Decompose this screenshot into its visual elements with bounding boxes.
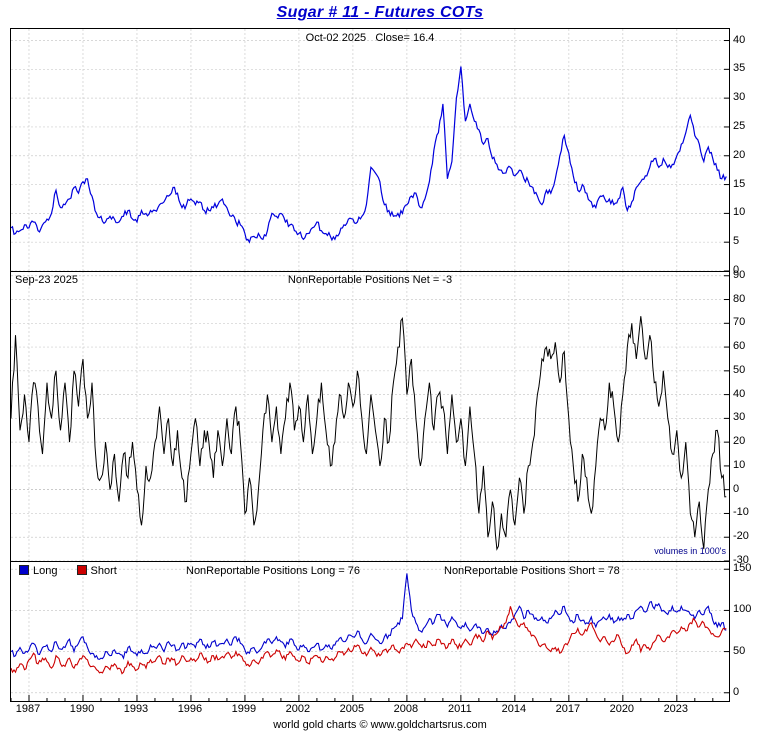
x-tick-label: 2011: [448, 703, 472, 715]
y-tick-label: -30: [733, 554, 749, 566]
y-tick-label: 70: [733, 316, 746, 329]
y-tick-label: -20: [733, 530, 749, 543]
y-tick-label: 20: [733, 148, 746, 161]
y-tick-label: 10: [733, 458, 746, 471]
y-tick-label: 10: [733, 206, 746, 219]
volumes-note: volumes in 1000's: [654, 546, 726, 556]
x-tick-label: 1999: [231, 703, 257, 715]
x-tick-label: 2023: [663, 703, 689, 715]
x-tick-label: 2014: [501, 703, 527, 715]
panel-divider: [11, 561, 729, 562]
y-tick-label: 35: [733, 62, 746, 75]
long-swatch-icon: [19, 565, 29, 575]
short-annotation: NonReportable Positions Short = 78: [444, 565, 620, 577]
y-tick-label: 40: [733, 33, 746, 46]
y-tick-label: 150: [733, 562, 752, 575]
net-annotation: NonReportable Positions Net = -3: [287, 274, 453, 286]
y-tick-label: 60: [733, 340, 746, 353]
y-tick-label: 15: [733, 177, 746, 190]
x-tick-label: 2005: [339, 703, 365, 715]
plot-container: Oct-02 2025 Close= 16.4 Sep-23 2025 NonR…: [10, 28, 730, 702]
legend-label-long: Long: [33, 565, 58, 577]
short-swatch-icon: [76, 565, 87, 575]
y-tick-label: -10: [733, 506, 749, 519]
price-annotation: Oct-02 2025 Close= 16.4: [305, 32, 435, 44]
y-tick-label: 50: [733, 644, 746, 657]
y-tick-label: 20: [733, 435, 746, 448]
long-annotation: NonReportable Positions Long = 76: [186, 565, 360, 577]
y-tick-label: 5: [733, 235, 740, 248]
y-tick-label: 30: [733, 411, 746, 424]
y-tick-label: 0: [733, 685, 740, 698]
x-tick-label: 2020: [609, 703, 635, 715]
x-tick-label: 1990: [69, 703, 95, 715]
net-positions-chart: [11, 271, 729, 561]
panel-divider: [11, 271, 729, 272]
y-tick-label: 30: [733, 91, 746, 104]
x-tick-label: 2017: [555, 703, 581, 715]
legend-item-long: Long: [19, 565, 57, 577]
net-date-annotation: Sep-23 2025: [15, 274, 78, 286]
x-tick-label: 1987: [15, 703, 41, 715]
y-tick-label: 40: [733, 387, 746, 400]
y-tick-label: 25: [733, 119, 746, 132]
y-tick-label: 50: [733, 363, 746, 376]
x-tick-label: 1996: [177, 703, 203, 715]
y-tick-label: 0: [733, 264, 740, 276]
long-short-chart: [11, 561, 729, 701]
y-tick-label: 90: [733, 268, 746, 281]
x-tick-label: 2008: [393, 703, 419, 715]
price-chart: [11, 29, 729, 271]
y-tick-label: 0: [733, 482, 740, 495]
y-tick-label: 100: [733, 603, 752, 616]
chart-title: Sugar # 11 - Futures COTs: [276, 4, 484, 21]
x-tick-label: 1993: [123, 703, 149, 715]
footer-credit: world gold charts © www.goldchartsrus.co…: [273, 719, 487, 731]
legend-item-short: Short: [76, 565, 117, 577]
legend-label-short: Short: [90, 565, 117, 577]
legend: Long Short: [19, 565, 133, 577]
y-tick-label: 80: [733, 292, 746, 305]
x-tick-label: 2002: [285, 703, 311, 715]
